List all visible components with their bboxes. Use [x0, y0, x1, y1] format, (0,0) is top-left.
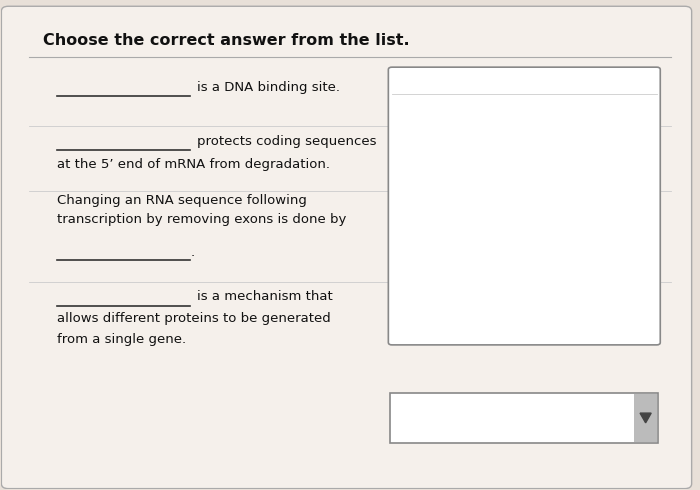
Text: from a single gene.: from a single gene.: [57, 333, 186, 346]
FancyBboxPatch shape: [389, 67, 660, 345]
FancyBboxPatch shape: [391, 392, 658, 443]
Text: transcription by removing exons is done by: transcription by removing exons is done …: [57, 214, 346, 226]
Text: is a mechanism that: is a mechanism that: [197, 291, 332, 303]
FancyBboxPatch shape: [634, 393, 657, 442]
Text: acetylation: acetylation: [420, 159, 494, 172]
Text: polyadenylation: polyadenylation: [420, 240, 526, 253]
Text: RNA editing: RNA editing: [420, 186, 498, 199]
Text: ✓ [ Choose ]: ✓ [ Choose ]: [410, 74, 493, 88]
Text: the TATA box: the TATA box: [420, 213, 506, 226]
Text: .: .: [191, 245, 195, 259]
Text: is a DNA binding site.: is a DNA binding site.: [197, 81, 340, 94]
Text: the spliceosome: the spliceosome: [420, 294, 528, 306]
Text: Changing an RNA sequence following: Changing an RNA sequence following: [57, 194, 307, 207]
Text: deacetylation: deacetylation: [420, 320, 511, 333]
Text: capping: capping: [420, 267, 473, 279]
Text: Choose the correct answer from the list.: Choose the correct answer from the list.: [43, 33, 409, 48]
Polygon shape: [640, 413, 651, 423]
Text: [ Choose ]: [ Choose ]: [410, 412, 477, 424]
Text: at the 5’ end of mRNA from degradation.: at the 5’ end of mRNA from degradation.: [57, 158, 330, 171]
Text: allows different proteins to be generated: allows different proteins to be generate…: [57, 313, 331, 325]
FancyBboxPatch shape: [1, 6, 692, 489]
Text: methylation: methylation: [420, 106, 500, 119]
Text: translation: translation: [420, 132, 491, 146]
Text: protects coding sequences: protects coding sequences: [197, 135, 376, 147]
